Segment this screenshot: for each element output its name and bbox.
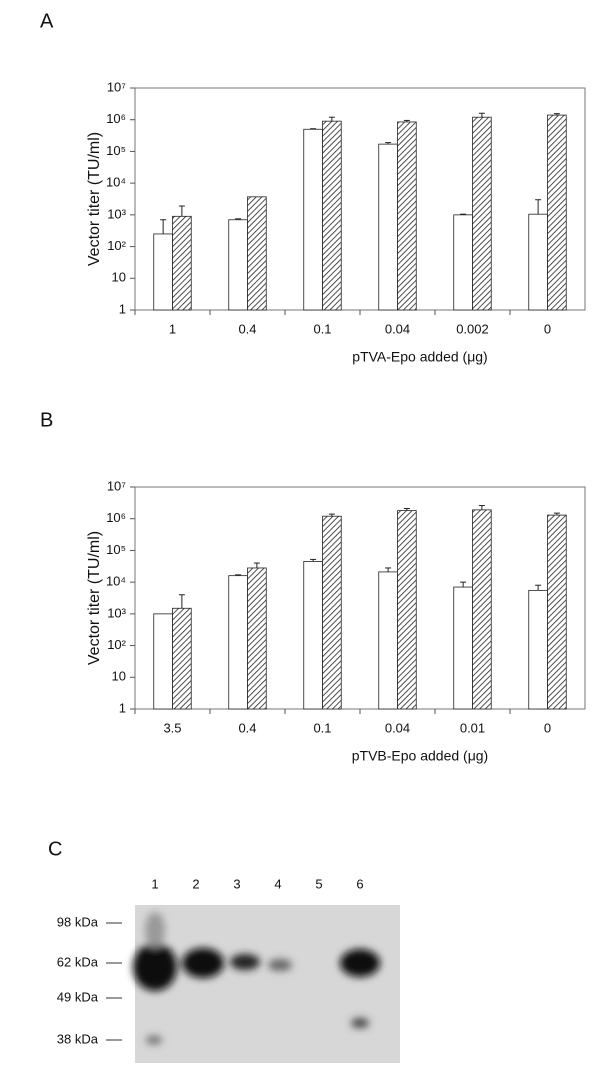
y-tick-label: 1 [119,700,126,715]
error-bar [178,594,185,609]
plot-frame [134,87,586,311]
lane-label: 5 [315,876,322,891]
x-tick-label: 0 [544,720,551,735]
x-tick-label: 0.1 [313,321,331,336]
error-bar [460,581,467,588]
y-tick-label: 10³ [107,206,126,221]
lane-label: 1 [151,876,158,891]
error-bar [328,116,335,122]
y-tick-label: 10⁷ [107,79,126,94]
y-tick-label: 10⁶ [106,510,126,525]
y-tick-label: 10² [107,238,126,253]
error-bar [460,213,467,215]
x-tick-label: 0.4 [238,720,256,735]
error-bar [385,567,392,572]
panel-label: B [40,409,53,431]
blot-membrane [135,905,400,1063]
bar [378,143,398,311]
error-bar [235,218,242,220]
y-tick-label: 10⁵ [106,143,126,158]
x-tick-label: 0.002 [456,321,489,336]
y-tick-label: 10² [107,637,126,652]
error-bar [310,558,317,562]
bar [228,575,248,710]
bar [303,128,323,311]
y-axis-title: Vector titer (TU/ml) [86,132,103,266]
plot-frame [134,486,586,710]
x-tick-label: 3.5 [163,720,181,735]
error-bar [553,113,560,116]
bar [397,121,417,311]
error-bar [478,505,485,510]
error-bar [535,584,542,591]
bar [378,571,398,710]
marker-label: 98 kDa [57,914,99,929]
error-bar [478,112,485,118]
bar [172,215,192,311]
bar [453,214,473,311]
bar [528,213,548,311]
error-bar [160,219,167,234]
bar [472,509,492,710]
bar [397,510,417,710]
x-tick-label: 0.01 [460,720,485,735]
y-tick-label: 10³ [107,605,126,620]
x-axis-title: pTVB-Epo added (μg) [352,748,488,764]
lane-label: 2 [192,876,199,891]
y-tick-label: 10⁷ [107,478,126,493]
lane-label: 3 [233,876,240,891]
error-bar [385,142,392,145]
bar [228,219,248,311]
error-bar [253,562,260,568]
bar [247,567,267,710]
chart: B 1 10 10² 10³ 10⁴ 10⁵ 10⁶ 10⁷ Vector titer (TU/m… [40,409,586,764]
y-tick-label: 10 [112,270,126,285]
panel-label: C [48,838,62,860]
bar [303,561,323,710]
x-tick-label: 0 [544,321,551,336]
bar [153,613,173,710]
marker-label: 62 kDa [57,954,99,969]
bar [322,120,342,311]
y-tick-label: 10 [112,669,126,684]
x-axis-title: pTVA-Epo added (μg) [352,349,487,365]
y-tick-label: 10⁵ [106,542,126,557]
western-blot: C 1 2 3 4 5 6 98 kDa 62 kDa 49 kDa 38 kDa [48,838,400,1063]
bar [547,114,567,311]
bar [472,116,492,311]
error-bar [553,512,560,516]
bar [172,607,192,710]
y-axis-title: Vector titer (TU/ml) [86,531,103,665]
error-bar [403,119,410,122]
error-bar [310,128,317,130]
x-tick-label: 1 [169,321,176,336]
error-bar [235,574,242,576]
bar [453,586,473,710]
error-bar [328,513,335,517]
error-bar [178,205,185,217]
bar [322,515,342,710]
y-tick-label: 10⁶ [106,111,126,126]
y-tick-label: 10⁴ [106,574,126,589]
x-tick-label: 0.04 [385,720,410,735]
x-tick-label: 0.04 [385,321,410,336]
x-tick-label: 0.4 [238,321,256,336]
bar [547,514,567,710]
y-tick-label: 10⁴ [106,175,126,190]
marker-label: 49 kDa [57,989,99,1004]
error-bar [403,507,410,511]
bar [247,196,267,311]
bar [153,233,173,311]
lane-label: 4 [274,876,281,891]
panel-label: A [40,10,54,32]
y-tick-label: 1 [119,301,126,316]
marker-label: 38 kDa [57,1031,99,1046]
x-tick-label: 0.1 [313,720,331,735]
error-bar [535,199,542,215]
bar [528,589,548,710]
lane-label: 6 [356,876,363,891]
